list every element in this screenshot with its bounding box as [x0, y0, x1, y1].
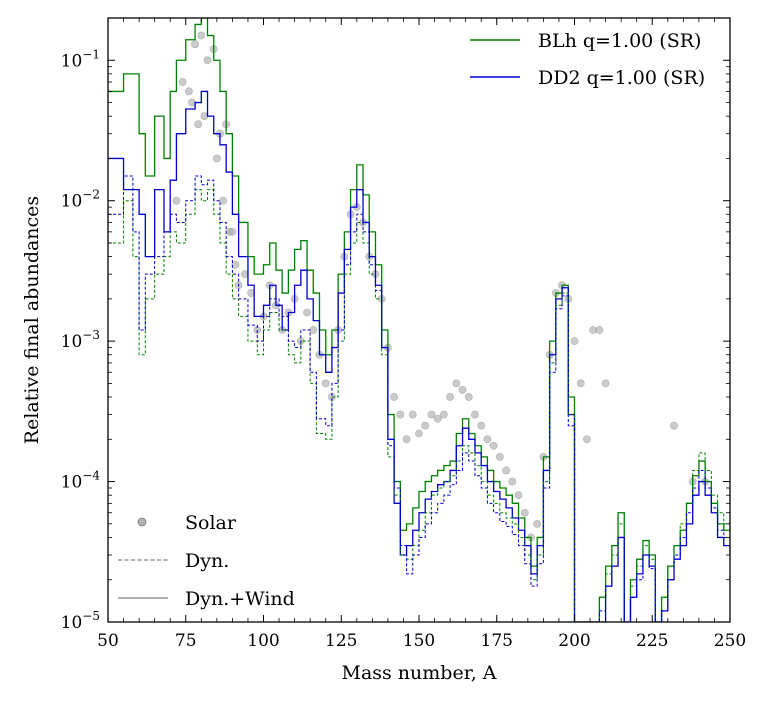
x-tick-label: 225 — [636, 631, 668, 651]
solar-point — [219, 196, 227, 205]
series-line-dd2-q-1-00-sr — [108, 90, 730, 622]
solar-point — [178, 78, 187, 86]
solar-point — [477, 421, 486, 430]
legend-marker-solar — [137, 517, 147, 527]
solar-point — [446, 393, 454, 401]
series-line-dd2-dyn — [108, 175, 730, 622]
solar-point — [570, 337, 579, 346]
solar-point — [471, 410, 479, 419]
solar-point — [458, 385, 467, 394]
solar-point — [576, 379, 585, 388]
solar-point — [172, 196, 181, 205]
solar-point — [303, 308, 311, 317]
x-tick-label: 75 — [175, 631, 197, 651]
x-tick-label: 125 — [325, 631, 357, 651]
x-axis-ticks: 50 75 100 125 150 175 200 225 250 — [97, 18, 746, 651]
solar-point — [396, 410, 405, 419]
solar-point — [464, 393, 473, 401]
series-line-blh-dyn — [108, 189, 730, 622]
solar-point — [489, 441, 498, 450]
solar-point — [495, 452, 504, 461]
solar-point — [390, 393, 399, 401]
solar-point — [184, 87, 193, 96]
y-tick-label: 10−4 — [61, 469, 101, 493]
x-tick-label: 100 — [247, 631, 279, 651]
legend-label-dyn: Dyn. — [185, 550, 229, 572]
y-tick-label: 10−2 — [61, 188, 100, 212]
legend-label-blh: BLh q=1.00 (SR) — [538, 30, 701, 52]
solar-point — [421, 421, 430, 430]
y-axis-title: Relative final abundances — [21, 196, 43, 444]
solar-point — [191, 40, 199, 49]
solar-point — [483, 435, 492, 444]
solar-point — [508, 477, 517, 486]
solar-point — [197, 31, 206, 40]
legend-label-dd2: DD2 q=1.00 (SR) — [538, 67, 705, 89]
solar-point — [231, 260, 240, 269]
series-layer — [108, 18, 730, 622]
solar-point — [502, 466, 510, 475]
y-tick-label: 10−3 — [61, 328, 100, 352]
y-tick-label: 10−5 — [61, 609, 100, 633]
x-tick-label: 50 — [97, 631, 119, 651]
solar-point — [309, 326, 318, 334]
x-tick-label: 175 — [481, 631, 513, 651]
solar-point — [601, 379, 610, 388]
solar-point — [415, 429, 423, 438]
solar-point — [402, 435, 411, 444]
solar-point — [514, 491, 523, 500]
solar-point — [670, 421, 678, 430]
legend-upper: BLh q=1.00 (SR) DD2 q=1.00 (SR) — [470, 30, 705, 89]
x-tick-label: 150 — [403, 631, 435, 651]
solar-point — [439, 410, 448, 419]
solar-point — [452, 379, 461, 388]
x-axis-title: Mass number, A — [341, 662, 496, 684]
solar-point — [194, 120, 203, 129]
solar-point — [408, 410, 417, 419]
solar-point — [212, 154, 221, 163]
solar-point — [533, 519, 542, 528]
legend-label-dyn-wind: Dyn.+Wind — [185, 588, 295, 610]
solar-point — [520, 508, 529, 517]
solar-point — [321, 379, 330, 388]
x-tick-label: 250 — [714, 631, 746, 651]
legend-lower: Solar Dyn. Dyn.+Wind — [118, 512, 295, 610]
solar-point — [595, 326, 604, 334]
x-tick-label: 200 — [558, 631, 590, 651]
solar-point — [583, 435, 591, 444]
legend-label-solar: Solar — [185, 512, 237, 534]
solar-point — [203, 56, 212, 65]
solar-point — [228, 227, 237, 236]
solar-point — [427, 410, 436, 419]
y-tick-label: 10−1 — [61, 47, 100, 71]
solar-point — [433, 414, 442, 423]
